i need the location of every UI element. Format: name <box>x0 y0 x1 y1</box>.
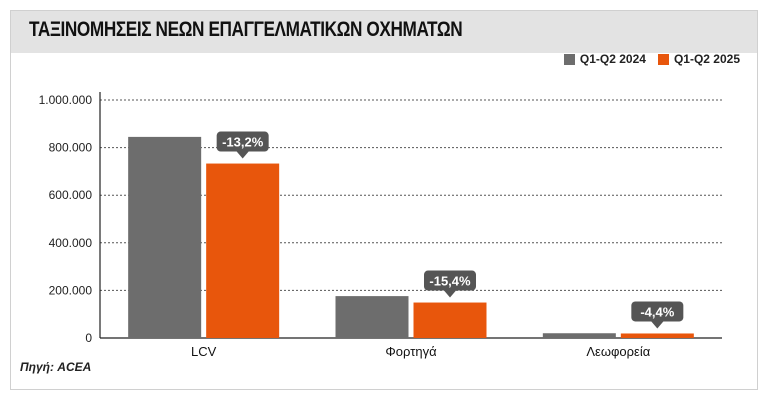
y-tick-label: 0 <box>85 331 92 345</box>
x-category-label: Φορτηγά <box>385 344 437 359</box>
legend-label-2024: Q1-Q2 2024 <box>579 52 646 66</box>
source-note: Πηγή: ACEA <box>20 360 92 374</box>
bar <box>542 333 616 338</box>
x-category-label: LCV <box>191 344 217 359</box>
callout-label: -15,4% <box>429 274 471 289</box>
chart-title: ΤΑΞΙΝΟΜΗΣΕΙΣ ΝΕΩΝ ΕΠΑΓΓΕΛΜΑΤΙΚΩΝ ΟΧΗΜΑΤΩ… <box>29 18 463 41</box>
callout-pointer <box>444 290 456 298</box>
y-tick-label: 200.000 <box>49 283 93 297</box>
legend-swatch-2025 <box>657 53 669 65</box>
bar <box>335 296 409 338</box>
legend-item-2024: Q1-Q2 2024 <box>563 52 646 66</box>
legend-label-2025: Q1-Q2 2025 <box>673 52 740 66</box>
callout-bubble <box>424 270 476 291</box>
bar <box>206 163 280 338</box>
legend-swatch-2024 <box>563 53 575 65</box>
change-callout: -15,4% <box>424 270 476 298</box>
legend: Q1-Q2 2024 Q1-Q2 2025 <box>563 52 740 66</box>
title-bar: ΤΑΞΙΝΟΜΗΣΕΙΣ ΝΕΩΝ ΕΠΑΓΓΕΛΜΑΤΙΚΩΝ ΟΧΗΜΑΤΩ… <box>11 11 757 53</box>
callout-pointer <box>236 151 249 159</box>
bar <box>413 302 487 338</box>
callout-label: -4,4% <box>640 304 674 319</box>
x-category-label: Λεωφορεία <box>586 344 650 359</box>
legend-item-2025: Q1-Q2 2025 <box>657 52 740 66</box>
callout-bubble <box>631 301 684 322</box>
bar <box>620 333 694 338</box>
callout-label: -13,2% <box>222 135 264 150</box>
y-tick-label: 800.000 <box>49 141 93 155</box>
y-tick-label: 600.000 <box>49 188 93 202</box>
bar <box>128 136 202 338</box>
change-callout: -4,4% <box>631 301 684 329</box>
y-tick-label: 1.000.000 <box>39 93 93 107</box>
y-tick-label: 400.000 <box>49 236 93 250</box>
callout-pointer <box>651 321 664 329</box>
callout-bubble <box>216 131 269 152</box>
change-callout: -13,2% <box>216 131 269 159</box>
